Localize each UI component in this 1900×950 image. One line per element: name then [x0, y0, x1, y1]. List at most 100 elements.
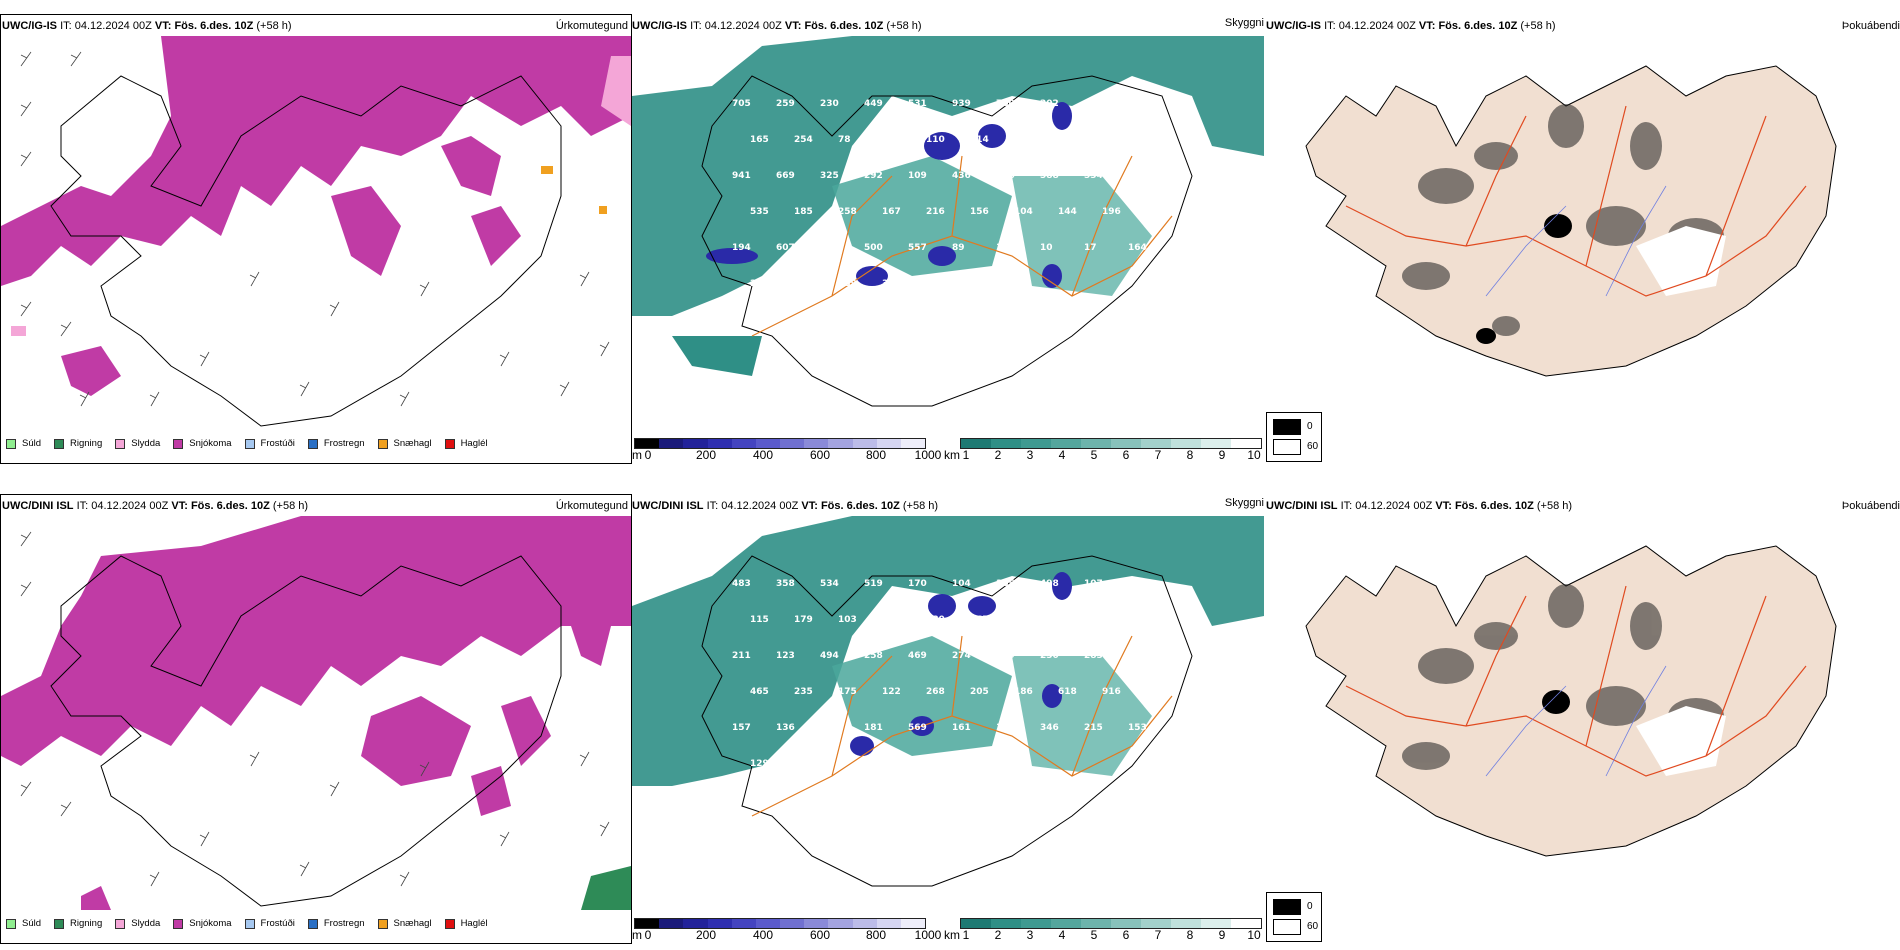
visibility-map: 705 259 230 449 531 939 760 202 406 386 165 254 78 85… — [632, 36, 1264, 432]
model-name: UWC/IG-IS — [2, 20, 57, 32]
low-cloud-cell — [928, 594, 956, 618]
fog-patch — [1548, 584, 1584, 628]
height-label: 206 — [1014, 615, 1033, 625]
fog-intensity — [1402, 104, 1724, 336]
height-label: 184 — [1146, 687, 1165, 697]
height-label: 158 — [996, 723, 1015, 733]
height-label: 205 — [970, 687, 989, 697]
panel-header: UWC/DINI ISL IT: 04.12.2024 00Z VT: Fös.… — [632, 497, 1264, 518]
height-label: 275 — [750, 279, 769, 289]
precip-map — [1, 516, 631, 910]
lead-time: (+58 h) — [272, 500, 309, 512]
height-label: 365 — [996, 579, 1015, 589]
panel-header: UWC/DINI ISL IT: 04.12.2024 00Z VT: Fös.… — [2, 500, 628, 518]
visibility-field — [632, 36, 1264, 316]
fog-patch — [1474, 142, 1518, 170]
height-label: 230 — [1040, 651, 1059, 661]
height-label: 500 — [864, 243, 883, 253]
land — [1305, 65, 1837, 377]
precip-type-panel-bottom: UWC/DINI ISL IT: 04.12.2024 00Z VT: Fös.… — [0, 494, 632, 946]
height-label: 142 — [996, 243, 1015, 253]
height-label: 211 — [732, 651, 751, 661]
low-cloud-cell — [1042, 264, 1062, 288]
snow-area — [81, 886, 111, 910]
visibility-field — [632, 516, 1264, 786]
init-time-label: IT: — [1340, 500, 1353, 512]
height-label: 346 — [1040, 723, 1059, 733]
road-network — [751, 155, 1173, 337]
visibility-strip — [960, 918, 1262, 929]
lead-time: (+58 h) — [1536, 500, 1573, 512]
height-label: 531 — [908, 99, 927, 109]
model-name: UWC/DINI ISL — [632, 500, 704, 512]
visibility-map-svg: 705 259 230 449 531 939 760 202 406 386 165 254 78 85… — [632, 36, 1264, 407]
height-label: 274 — [952, 651, 971, 661]
height-label: 588 — [1040, 171, 1059, 181]
row-dini-isl: UWC/DINI ISL IT: 04.12.2024 00Z VT: Fös.… — [0, 480, 1900, 950]
model-name: UWC/IG-IS — [1266, 20, 1321, 32]
height-label: 138 — [1102, 135, 1121, 145]
height-labels: 705 259 230 449 531 939 760 202 406 386 165 254 78 85… — [732, 99, 1165, 289]
height-label: 176 — [996, 171, 1015, 181]
fog-patch-dark — [1476, 328, 1496, 344]
snow-area — [501, 696, 551, 766]
model-name: UWC/DINI ISL — [2, 500, 74, 512]
visibility-field — [1012, 656, 1152, 776]
road-network — [1345, 585, 1807, 777]
fog-patch — [1402, 262, 1450, 290]
snow-area — [571, 626, 611, 666]
visibility-colorbar: km 1 2 3 4 5 6 7 8 9 10 — [944, 438, 1262, 466]
low-cloud-cell — [1052, 572, 1072, 600]
legend-item-freezing-drizzle: Frostúði — [244, 918, 295, 929]
snow-area — [1, 516, 631, 766]
legend-item-hail: Haglél — [444, 438, 488, 449]
fog-panel-top: UWC/IG-IS IT: 04.12.2024 00Z VT: Fös. 6.… — [1266, 14, 1900, 466]
fog-patch — [1548, 104, 1584, 148]
fog-panel-bottom: UWC/DINI ISL IT: 04.12.2024 00Z VT: Fös.… — [1266, 494, 1900, 946]
height-label: 115 — [750, 615, 769, 625]
height-label: 283 — [1084, 651, 1103, 661]
low-cloud-cell — [706, 248, 758, 264]
coastline — [50, 555, 562, 907]
fog-patch — [1586, 686, 1646, 726]
height-label: 156 — [970, 207, 989, 217]
height-label: 175 — [838, 687, 857, 697]
visibility-map-svg: 483 358 534 519 170 104 365 498 107 85 115 179 103 22… — [632, 516, 1264, 887]
legend-item-rain: Rigning — [54, 918, 102, 929]
height-label: 235 — [794, 687, 813, 697]
height-label: 216 — [926, 207, 945, 217]
legend-item-hail: Haglél — [444, 918, 488, 929]
wind-barbs — [20, 51, 610, 407]
height-label: 258 — [864, 651, 883, 661]
low-cloud-cell — [850, 736, 874, 756]
height-label: 760 — [996, 99, 1015, 109]
height-label: 104 — [952, 579, 971, 589]
coastline — [701, 555, 1193, 887]
precip-map — [1, 36, 631, 430]
valid-time: Fös. 6.des. 10Z — [820, 500, 900, 512]
wind-barbs — [20, 531, 610, 887]
height-label: 144 — [1058, 207, 1077, 217]
height-label: 110 — [926, 135, 945, 145]
height-label: 137 — [1058, 615, 1077, 625]
valid-time-label: VT: — [1418, 20, 1436, 32]
height-labels: 483 358 534 519 170 104 365 498 107 85 115 179 103 22… — [732, 579, 1165, 769]
height-label: 465 — [750, 687, 769, 697]
fog-patch — [1418, 648, 1474, 684]
height-label: 224 — [882, 615, 901, 625]
height-label: 215 — [1084, 723, 1103, 733]
fog-patch — [1586, 206, 1646, 246]
valid-time-label: VT: — [784, 20, 802, 32]
legend-item-snow: Snjókoma — [173, 918, 232, 929]
visibility-map: 483 358 534 519 170 104 365 498 107 85 115 179 103 22… — [632, 516, 1264, 912]
precip-map-svg — [1, 516, 631, 910]
panel-header: UWC/IG-IS IT: 04.12.2024 00Z VT: Fös. 6.… — [2, 20, 628, 38]
visibility-unit: km — [944, 928, 960, 942]
height-label: 669 — [776, 171, 795, 181]
height-label: 466 — [1128, 651, 1147, 661]
height-label: 157 — [732, 723, 751, 733]
panel-title: Þokuábendi — [1841, 500, 1900, 512]
height-ticks: 0 200 400 600 800 1000 — [644, 448, 942, 462]
coastline — [701, 75, 1193, 407]
height-label: 122 — [882, 687, 901, 697]
